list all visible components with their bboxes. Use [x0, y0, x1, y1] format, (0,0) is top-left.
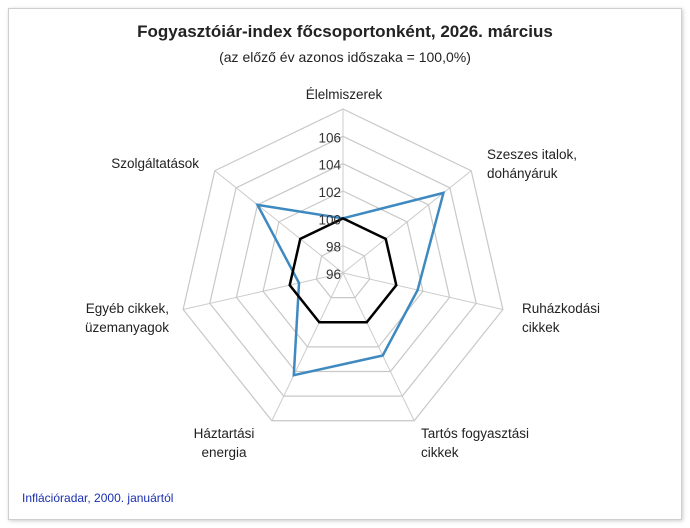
tick-label: 104 — [318, 158, 341, 173]
category-label: Háztartási energia — [193, 426, 255, 460]
category-label: Élelmiszerek — [305, 87, 383, 102]
grid-ring — [182, 108, 504, 422]
chart-subtitle: (az előző év azonos időszaka = 100,0%) — [219, 49, 471, 65]
grid-ring — [235, 163, 451, 373]
category-label: Egyéb cikkek, üzemanyagok — [84, 301, 169, 335]
series-line — [255, 191, 446, 377]
tick-label: 106 — [318, 130, 341, 145]
tick-label: 96 — [326, 267, 341, 282]
grid-ring — [209, 135, 477, 397]
category-label: Szolgáltatások — [111, 156, 199, 171]
tick-label: 102 — [318, 185, 341, 200]
radar-plot: 96 98 100 102 104 106 — [182, 108, 504, 422]
tick-label: 100 — [318, 212, 341, 227]
chart-title: Fogyasztóiár-index főcsoportonként, 2026… — [137, 22, 553, 41]
grid-ring — [315, 245, 371, 299]
series-line — [288, 216, 398, 324]
chart-frame: Fogyasztóiár-index főcsoportonként, 2026… — [8, 8, 682, 520]
source-footer: Inflációradar, 2000. januártól — [22, 491, 174, 505]
category-label: Szeszes italok, dohányáruk — [487, 147, 578, 181]
grid-ring — [262, 190, 424, 348]
category-label: Ruházkodási cikkek — [522, 301, 601, 335]
category-label: Tartós fogyasztási cikkek — [421, 426, 530, 460]
tick-label: 98 — [326, 240, 341, 255]
